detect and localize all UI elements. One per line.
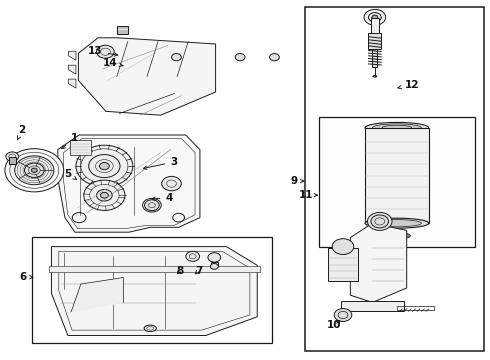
Polygon shape [58, 135, 200, 232]
Circle shape [89, 154, 120, 177]
Ellipse shape [143, 198, 161, 212]
Bar [397, 306, 434, 310]
Circle shape [364, 9, 386, 25]
Circle shape [368, 212, 392, 230]
Bar [211, 262, 218, 265]
Circle shape [31, 168, 37, 172]
Circle shape [97, 189, 112, 201]
Text: 13: 13 [88, 46, 118, 56]
Text: 9: 9 [291, 176, 304, 186]
Bar [305, 7, 484, 351]
Circle shape [97, 45, 114, 58]
Circle shape [172, 54, 181, 61]
Circle shape [186, 251, 199, 261]
Ellipse shape [365, 122, 429, 133]
Circle shape [5, 149, 64, 192]
Bar [365, 128, 429, 223]
Circle shape [99, 162, 109, 170]
Circle shape [208, 253, 220, 262]
Bar [117, 26, 128, 34]
Bar [328, 248, 358, 281]
Text: 10: 10 [327, 320, 342, 330]
Ellipse shape [390, 234, 404, 238]
Ellipse shape [365, 218, 429, 228]
Text: 4: 4 [152, 193, 173, 203]
Text: 5: 5 [64, 168, 76, 180]
Text: 1: 1 [62, 133, 78, 149]
Text: 11: 11 [298, 190, 318, 200]
Bar [32, 237, 272, 343]
Circle shape [6, 152, 19, 161]
Polygon shape [71, 278, 123, 312]
Polygon shape [350, 223, 407, 302]
Bar [70, 140, 91, 155]
Bar [49, 266, 260, 272]
Text: 2: 2 [17, 125, 25, 140]
Bar [368, 33, 381, 49]
Circle shape [372, 15, 378, 19]
Bar [341, 301, 404, 311]
Text: 3: 3 [144, 157, 177, 169]
Polygon shape [51, 247, 257, 336]
Circle shape [371, 215, 389, 228]
Polygon shape [69, 65, 76, 74]
Ellipse shape [144, 325, 156, 332]
Circle shape [210, 264, 218, 269]
Bar [9, 157, 16, 164]
Polygon shape [69, 51, 76, 60]
Circle shape [162, 176, 181, 191]
Circle shape [334, 309, 352, 321]
Circle shape [24, 163, 44, 177]
Circle shape [332, 239, 354, 255]
Circle shape [100, 192, 108, 198]
Ellipse shape [372, 220, 421, 227]
Circle shape [84, 180, 125, 210]
Circle shape [235, 54, 245, 61]
Bar [318, 117, 475, 247]
Text: 6: 6 [19, 272, 33, 282]
Text: 12: 12 [398, 80, 419, 90]
Ellipse shape [372, 124, 421, 132]
Text: 7: 7 [195, 266, 202, 276]
Circle shape [76, 145, 133, 187]
Polygon shape [69, 79, 76, 88]
Circle shape [270, 54, 279, 61]
Circle shape [15, 156, 54, 185]
Text: 14: 14 [103, 58, 123, 68]
Ellipse shape [145, 200, 159, 211]
Bar [371, 18, 379, 34]
Text: 8: 8 [176, 266, 183, 276]
Polygon shape [78, 38, 216, 115]
Ellipse shape [384, 233, 411, 239]
Bar [372, 49, 377, 67]
